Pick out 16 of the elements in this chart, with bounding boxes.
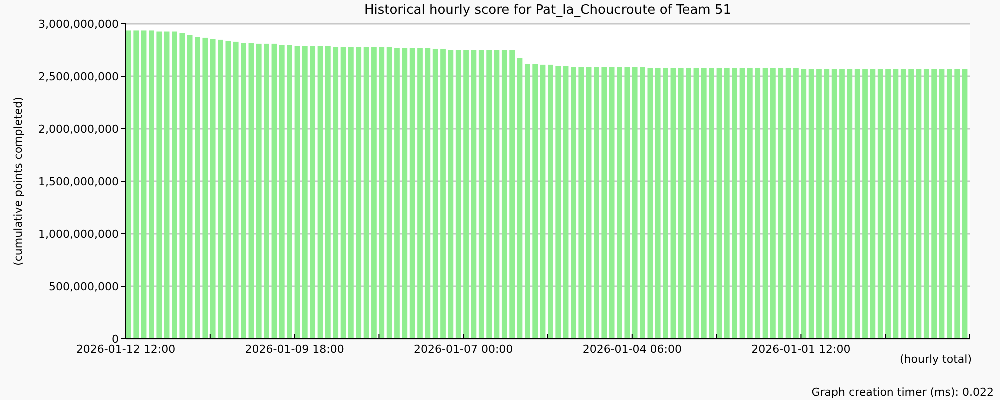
y-tick-label: 0 — [112, 332, 119, 346]
x-tick-label: 2026-01-01 12:00 — [752, 343, 851, 356]
y-tick-label: 500,000,000 — [49, 280, 119, 294]
text: Graph creation timer (ms): 0.022 — [812, 386, 994, 399]
y-tick-label: 3,000,000,000 — [38, 18, 119, 31]
x-tick-label: 2026-01-07 00:00 — [414, 343, 514, 356]
y-axis-title: (cumulative points completed) — [12, 97, 25, 266]
x-axis-title: (hourly total) — [900, 353, 972, 366]
x-tick-label: 2026-01-09 18:00 — [245, 343, 344, 356]
x-tick-label: 2026-01-12 12:00 — [76, 343, 176, 356]
y-tick-label: 1,500,000,000 — [38, 175, 119, 188]
y-tick-label: 2,000,000,000 — [38, 122, 119, 136]
chart-title: Historical hourly score for Pat_la_Choucroute of Team 51 — [364, 3, 732, 18]
x-tick-label: 2026-01-04 06:00 — [582, 343, 682, 356]
y-tick-label: 2,500,000,000 — [38, 70, 119, 84]
y-tick-label: 1,000,000,000 — [38, 228, 119, 241]
